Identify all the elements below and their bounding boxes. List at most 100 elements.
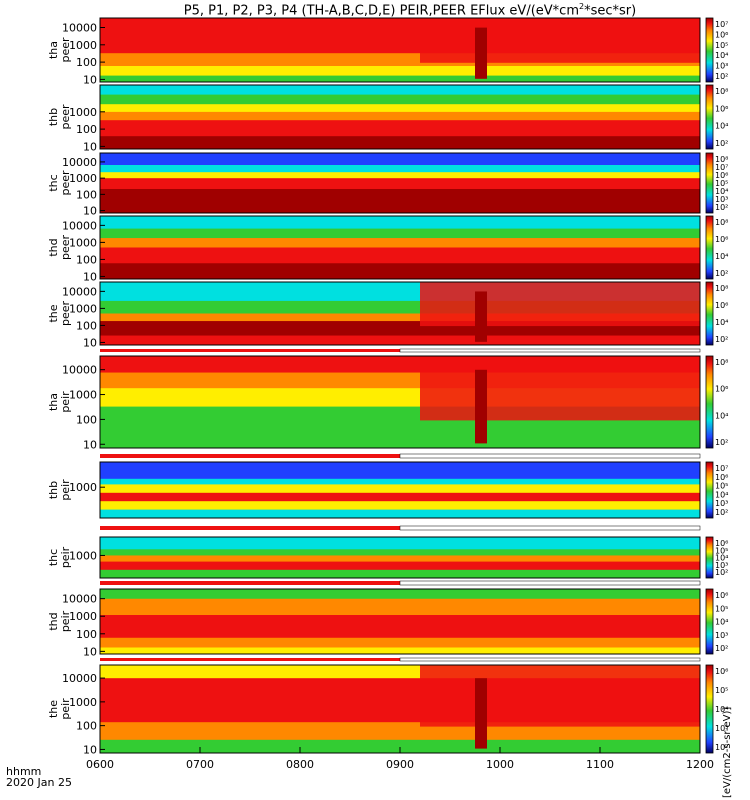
x-tick-label: 0900 bbox=[386, 758, 414, 771]
panel-tha-peir: 10000 1000 100 10 tha peir 10⁸ 10⁶ 10⁴ 10² bbox=[47, 355, 728, 451]
y-tick-label: 1000 bbox=[69, 696, 97, 709]
spectrogram-band bbox=[100, 172, 700, 179]
x-tick-label: 0700 bbox=[186, 758, 214, 771]
spectrogram-band bbox=[100, 478, 700, 485]
event-region bbox=[420, 282, 700, 327]
colorbar bbox=[705, 461, 714, 519]
colorbar-tick-label: 10⁸ bbox=[715, 218, 728, 227]
y-tick-label: 100 bbox=[76, 253, 97, 266]
coverage-bar bbox=[100, 349, 400, 352]
y-tick-label: 100 bbox=[76, 413, 97, 426]
panel-frame bbox=[99, 461, 701, 519]
spectrogram-band bbox=[100, 111, 700, 121]
colorbar bbox=[705, 588, 714, 655]
colorbar-tick-label: 10⁸ bbox=[715, 358, 728, 367]
panel-label: peir bbox=[59, 698, 72, 720]
y-tick-label: 1000 bbox=[69, 549, 97, 562]
y-tick-label: 10 bbox=[83, 645, 97, 658]
colorbar-tick-label: 10⁵ bbox=[715, 604, 728, 613]
panel-label: peir bbox=[59, 610, 72, 632]
y-tick-label: 10000 bbox=[62, 156, 97, 169]
colorbar-tick-label: 10³ bbox=[715, 724, 728, 733]
spectrogram-band bbox=[100, 615, 700, 639]
colorbar bbox=[705, 664, 714, 754]
panel-label: thd bbox=[47, 612, 60, 630]
y-tick-label: 10000 bbox=[62, 22, 97, 35]
x-tick-label: 1200 bbox=[686, 758, 714, 771]
colorbar-tick-label: 10² bbox=[715, 438, 728, 447]
spectrogram-band bbox=[100, 647, 700, 655]
colorbar-tick-label: 10⁶ bbox=[715, 301, 728, 310]
colorbar-tick-label: 10⁵ bbox=[715, 41, 728, 50]
colorbar-tick-label: 10⁴ bbox=[715, 705, 728, 714]
spectrogram-band bbox=[100, 739, 700, 754]
event-region bbox=[420, 356, 700, 421]
colorbar-tick-label: 10² bbox=[715, 743, 728, 752]
panel-label: thd bbox=[47, 238, 60, 256]
y-tick-label: 1000 bbox=[69, 610, 97, 623]
y-tick-label: 100 bbox=[76, 720, 97, 733]
panel-the-peir: 10000 1000 100 10 the peir 10⁶ 10⁵ 10⁴ 10³ 10² bbox=[47, 664, 728, 756]
panel-label: thb bbox=[47, 108, 60, 126]
y-tick-label: 100 bbox=[76, 628, 97, 641]
panel-thd-peir: 10000 1000 100 10 thd peir 10⁶ 10⁵ 10⁴ 10³ 10² bbox=[47, 588, 728, 658]
panel-frame bbox=[99, 84, 701, 150]
colorbar-tick-label: 10⁴ bbox=[715, 318, 728, 327]
spectrogram-band bbox=[100, 549, 700, 556]
panel-label: tha bbox=[47, 393, 60, 411]
y-tick-label: 100 bbox=[76, 319, 97, 332]
spectrogram-band bbox=[100, 555, 700, 563]
colorbar-units-label: [eV/(cm2-s-sr-eV)] bbox=[722, 706, 733, 798]
colorbar bbox=[705, 281, 714, 346]
colorbar-tick-label: 10⁸ bbox=[715, 155, 728, 164]
spectrogram-band bbox=[100, 75, 700, 83]
colorbar-tick-label: 10⁴ bbox=[715, 51, 728, 60]
colorbar-tick-label: 10⁵ bbox=[715, 546, 728, 555]
y-tick-label: 10000 bbox=[62, 593, 97, 606]
chart-title: P5, P1, P2, P3, P4 (TH-A,B,C,D,E) PEIR,P… bbox=[183, 2, 637, 19]
colorbar-tick-label: 10⁴ bbox=[715, 618, 728, 627]
spectrogram-band bbox=[100, 598, 700, 616]
panel-frame bbox=[99, 281, 701, 346]
spectrogram-band bbox=[100, 104, 700, 113]
panel-label: the bbox=[47, 700, 60, 718]
colorbar-tick-label: 10⁴ bbox=[715, 122, 728, 131]
colorbar-tick-label: 10⁶ bbox=[715, 667, 728, 676]
spectrogram-band bbox=[100, 189, 700, 214]
spectrogram-band bbox=[100, 228, 700, 239]
spectrogram-band bbox=[100, 509, 700, 519]
colorbar-tick-label: 10³ bbox=[715, 631, 728, 640]
spectrogram-band bbox=[100, 165, 700, 173]
spectrogram-band bbox=[100, 589, 700, 600]
x-tick-label: 0600 bbox=[86, 758, 114, 771]
colorbar-tick-label: 10⁴ bbox=[715, 411, 728, 420]
colorbar-tick-label: 10² bbox=[715, 269, 728, 278]
colorbar-tick-label: 10⁴ bbox=[715, 252, 728, 261]
colorbar-tick-label: 10² bbox=[715, 335, 728, 344]
spectrogram-band bbox=[100, 561, 700, 571]
colorbar-tick-label: 10² bbox=[715, 644, 728, 653]
y-tick-label: 1000 bbox=[69, 389, 97, 402]
colorbar-tick-label: 10⁴ bbox=[715, 554, 728, 563]
panel-label: thb bbox=[47, 481, 60, 499]
spectrogram-band bbox=[100, 537, 700, 550]
colorbar-tick-label: 10⁴ bbox=[715, 490, 728, 499]
event-streak bbox=[475, 27, 487, 79]
colorbar-tick-label: 10⁷ bbox=[715, 163, 728, 172]
colorbar-tick-label: 10⁶ bbox=[715, 591, 728, 600]
panel-label: peir bbox=[59, 546, 72, 568]
panel-the-peer: 10000 1000 100 10 the peer 10⁸ 10⁶ 10⁴ 10² bbox=[47, 281, 728, 349]
colorbar bbox=[705, 152, 714, 214]
spectrogram-band bbox=[100, 462, 700, 480]
colorbar-tick-label: 10² bbox=[715, 508, 728, 517]
y-tick-label: 100 bbox=[76, 123, 97, 136]
colorbar-tick-label: 10⁶ bbox=[715, 539, 728, 548]
panel-label: the bbox=[47, 304, 60, 322]
y-tick-label: 10 bbox=[83, 743, 97, 756]
coverage-gap bbox=[399, 580, 701, 586]
coverage-bar bbox=[100, 526, 400, 530]
y-tick-label: 10 bbox=[83, 336, 97, 349]
colorbar bbox=[705, 84, 714, 150]
